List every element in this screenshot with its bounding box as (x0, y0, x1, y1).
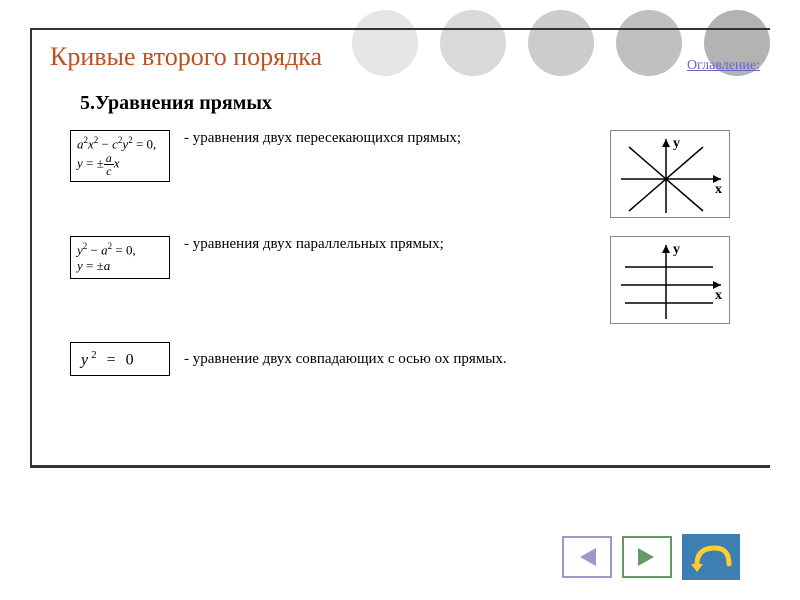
svg-text:x: x (715, 182, 722, 197)
graph-intersecting: x y (610, 130, 730, 218)
next-button[interactable] (622, 536, 672, 578)
equation-box: y2 − a2 = 0, y = ±a (70, 236, 170, 279)
content-area: a2x2 − c2y2 = 0, y = ±acx - уравнения дв… (70, 130, 730, 394)
equation-row: y2 = 0 - уравнение двух совпадающих с ос… (70, 342, 730, 376)
equation-row: y2 − a2 = 0, y = ±a - уравнения двух пар… (70, 236, 730, 324)
equation-description: - уравнение двух совпадающих с осью ox п… (170, 351, 730, 368)
prev-button[interactable] (562, 536, 612, 578)
section-subtitle: 5.Уравнения прямых (80, 92, 272, 115)
toc-link[interactable]: Оглавление: (687, 58, 760, 74)
equation-line: y2 − a2 = 0, (77, 241, 163, 258)
equation-line: a2x2 − c2y2 = 0, (77, 135, 163, 152)
graph-parallel: x y (610, 236, 730, 324)
page-title: Кривые второго порядка (50, 42, 322, 72)
svg-text:y: y (673, 136, 680, 151)
equation-box: a2x2 − c2y2 = 0, y = ±acx (70, 130, 170, 182)
equation-line: y = ±acx (77, 152, 163, 177)
equation-row: a2x2 − c2y2 = 0, y = ±acx - уравнения дв… (70, 130, 730, 218)
equation-description: - уравнения двух пересекающихся прямых; (170, 130, 610, 147)
svg-text:x: x (715, 288, 722, 303)
equation-line: y2 = 0 (81, 349, 159, 369)
equation-description: - уравнения двух параллельных прямых; (170, 236, 610, 253)
svg-text:y: y (673, 242, 680, 257)
equation-box: y2 = 0 (70, 342, 170, 376)
equation-line: y = ±a (77, 258, 163, 274)
nav-button-group (562, 534, 740, 580)
return-button[interactable] (682, 534, 740, 580)
